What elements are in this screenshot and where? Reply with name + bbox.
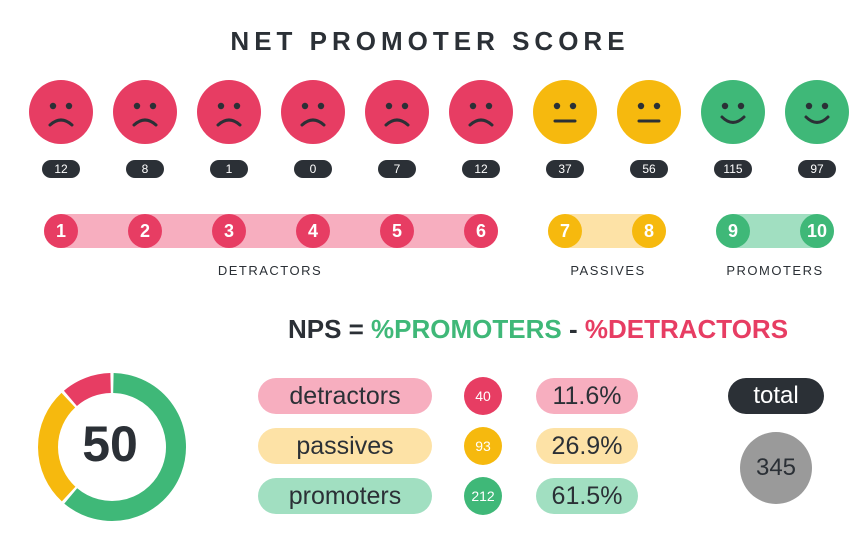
score-number: 10: [800, 214, 834, 248]
promoters-count: 212: [464, 477, 502, 515]
nps-score-value: 50: [82, 416, 138, 472]
neutral-face-icon: [533, 80, 597, 144]
detractors-bar: [44, 214, 498, 248]
detractors-label: DETRACTORS: [217, 263, 323, 278]
smile-face-icon: [785, 80, 849, 144]
response-count: 97: [798, 160, 836, 178]
score-number: 6: [464, 214, 498, 248]
score-number: 8: [632, 214, 666, 248]
formula-promoters: %PROMOTERS: [371, 314, 562, 344]
passives-label: passives: [258, 428, 432, 464]
nps-formula: NPS = %PROMOTERS - %DETRACTORS: [238, 314, 838, 345]
response-count: 12: [462, 160, 500, 178]
donut-slice-promoters: [64, 373, 186, 521]
nps-donut-chart: [38, 373, 186, 521]
sad-face-icon: [197, 80, 261, 144]
response-count: 0: [294, 160, 332, 178]
sad-face-icon: [449, 80, 513, 144]
response-count: 7: [378, 160, 416, 178]
sad-face-icon: [29, 80, 93, 144]
score-number: 3: [212, 214, 246, 248]
total-value: 345: [740, 432, 812, 504]
neutral-face-icon: [617, 80, 681, 144]
sad-face-icon: [281, 80, 345, 144]
sad-face-icon: [113, 80, 177, 144]
promoters-percent: 61.5%: [536, 478, 638, 514]
score-number: 5: [380, 214, 414, 248]
response-count: 8: [126, 160, 164, 178]
detractors-label: detractors: [258, 378, 432, 414]
response-count: 1: [210, 160, 248, 178]
response-count: 115: [714, 160, 752, 178]
formula-prefix: NPS =: [287, 314, 372, 344]
donut-slice-detractors: [63, 373, 112, 407]
score-number: 9: [716, 214, 750, 248]
page-title: NET PROMOTER SCORE: [230, 26, 630, 56]
smile-face-icon: [701, 80, 765, 144]
donut-slice-passives: [38, 392, 76, 502]
promoters-label: PROMOTERS: [726, 263, 824, 278]
total-label: total: [728, 378, 824, 414]
promoters-label: promoters: [258, 478, 432, 514]
score-number: 1: [44, 214, 78, 248]
score-number: 4: [296, 214, 330, 248]
passives-percent: 26.9%: [536, 428, 638, 464]
detractors-count: 40: [464, 377, 502, 415]
passives-count: 93: [464, 427, 502, 465]
response-count: 56: [630, 160, 668, 178]
score-number: 7: [548, 214, 582, 248]
sad-face-icon: [365, 80, 429, 144]
formula-minus: -: [561, 314, 585, 344]
passives-label: PASSIVES: [570, 263, 646, 278]
response-count: 12: [42, 160, 80, 178]
detractors-percent: 11.6%: [536, 378, 638, 414]
score-number: 2: [128, 214, 162, 248]
formula-detractors: %DETRACTORS: [584, 314, 789, 344]
response-count: 37: [546, 160, 584, 178]
